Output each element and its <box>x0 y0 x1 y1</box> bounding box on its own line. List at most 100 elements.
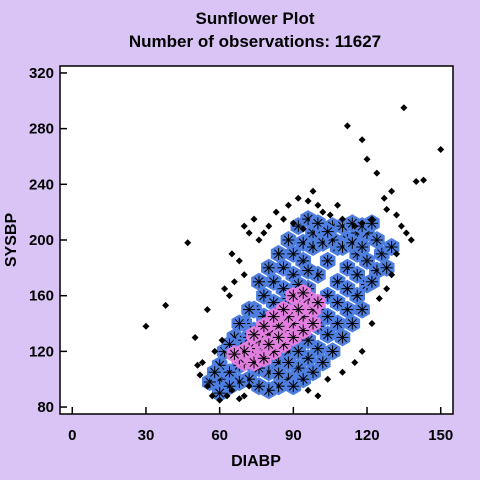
data-point <box>255 236 263 244</box>
sunflower-petal <box>332 318 343 329</box>
sunflower-cell-dense <box>369 231 385 249</box>
data-point <box>393 250 401 258</box>
sunflower-cell-dense <box>285 377 302 396</box>
sunflower-petal <box>269 298 279 308</box>
chart-title: Sunflower Plot <box>196 9 315 28</box>
sunflower-petal <box>278 284 289 294</box>
sunflower-cell-very-dense <box>310 293 326 312</box>
data-point <box>240 271 248 279</box>
sunflower-petal <box>313 343 323 354</box>
x-tick-label: 120 <box>355 427 380 444</box>
sunflower-petal <box>283 235 294 245</box>
sunflower-petal <box>210 367 220 377</box>
y-tick-label: 200 <box>29 232 54 249</box>
sunflower-cell-very-dense <box>226 345 243 364</box>
data-point <box>250 215 258 223</box>
sunflower-petal <box>288 270 298 280</box>
sunflower-cell-dense <box>319 222 336 241</box>
data-point <box>228 386 236 394</box>
data-point <box>304 386 312 394</box>
sunflower-petal <box>323 330 333 340</box>
data-point <box>240 392 248 400</box>
sunflower-petal <box>342 263 352 273</box>
data-point <box>309 187 317 195</box>
data-point <box>324 375 332 383</box>
x-axis-label: DIABP <box>231 453 281 470</box>
data-point <box>351 358 359 366</box>
sunflower-petal <box>269 277 279 287</box>
data-point <box>388 187 396 195</box>
x-tick-label: 90 <box>285 427 302 444</box>
sunflower-petal <box>249 330 259 340</box>
data-point <box>203 306 211 314</box>
sunflower-cell-dense <box>359 251 375 270</box>
sunflower-cell-dense <box>261 258 277 277</box>
sunflower-petal <box>357 305 367 315</box>
data-point <box>380 194 388 202</box>
y-tick-label: 120 <box>29 343 54 360</box>
data-point <box>338 368 346 376</box>
sunflower-cell-dense <box>344 314 361 333</box>
sunflower-cell-dense <box>364 272 380 291</box>
sunflower-cell-dense <box>231 314 248 333</box>
sunflower-petal <box>332 298 343 308</box>
sunflower-petal <box>264 339 274 349</box>
sunflower-petal <box>362 256 372 266</box>
sunflower-petal <box>264 385 274 395</box>
data-point <box>420 176 428 184</box>
data-point <box>402 229 410 237</box>
sunflower-cell-dense <box>354 300 370 319</box>
data-point <box>265 222 273 230</box>
data-point <box>191 333 199 341</box>
sunflower-petal <box>224 339 235 349</box>
sunflower-cell-dense <box>270 244 287 263</box>
sunflower-cell-dense <box>251 272 267 291</box>
sunflower-petal <box>347 318 357 329</box>
data-point <box>383 205 391 213</box>
sunflower-petal <box>352 291 362 301</box>
data-point <box>363 155 371 163</box>
sunflower-cell-dense <box>300 261 316 280</box>
data-point <box>351 222 359 230</box>
sunflower-petal <box>332 277 343 287</box>
data-point <box>245 229 253 237</box>
sunflower-petal <box>342 284 352 294</box>
x-tick-label: 150 <box>428 427 453 444</box>
data-point <box>284 201 292 209</box>
data-point <box>203 382 211 390</box>
data-point <box>299 225 307 233</box>
sunflower-cell-dense <box>241 300 257 319</box>
sunflower-petal <box>308 318 318 329</box>
sunflower-petal <box>352 270 362 280</box>
sunflower-petal <box>278 263 289 273</box>
sunflower-petal <box>372 235 382 245</box>
marks-layer <box>142 104 445 404</box>
sunflower-cell-dense <box>329 293 346 312</box>
sunflower-cell-dense <box>324 342 341 361</box>
data-point <box>198 358 206 366</box>
data-point <box>388 271 396 279</box>
sunflower-petal <box>274 369 284 379</box>
sunflower-petal <box>318 357 328 368</box>
data-point <box>383 285 391 293</box>
data-point <box>235 395 243 403</box>
sunflower-petal <box>313 270 323 280</box>
sunflower-petal <box>288 249 298 259</box>
data-point <box>196 371 204 379</box>
sunflower-cell-dense <box>319 251 336 270</box>
y-tick-label: 160 <box>29 288 54 305</box>
sunflower-petal <box>303 266 313 276</box>
sunflower-petal <box>342 305 352 315</box>
sunflower-petal <box>269 311 279 322</box>
data-point <box>218 336 226 344</box>
data-point <box>373 169 381 177</box>
sunflower-petal <box>323 227 333 237</box>
y-tick-label: 80 <box>37 399 54 416</box>
sunflower-petal <box>347 218 357 228</box>
sunflower-cell-dense <box>206 363 223 382</box>
sunflower-petal <box>274 321 284 331</box>
sunflower-petal <box>274 249 284 259</box>
sunflower-petal <box>328 346 338 356</box>
data-point <box>194 361 202 369</box>
sunflower-petal <box>293 346 303 356</box>
